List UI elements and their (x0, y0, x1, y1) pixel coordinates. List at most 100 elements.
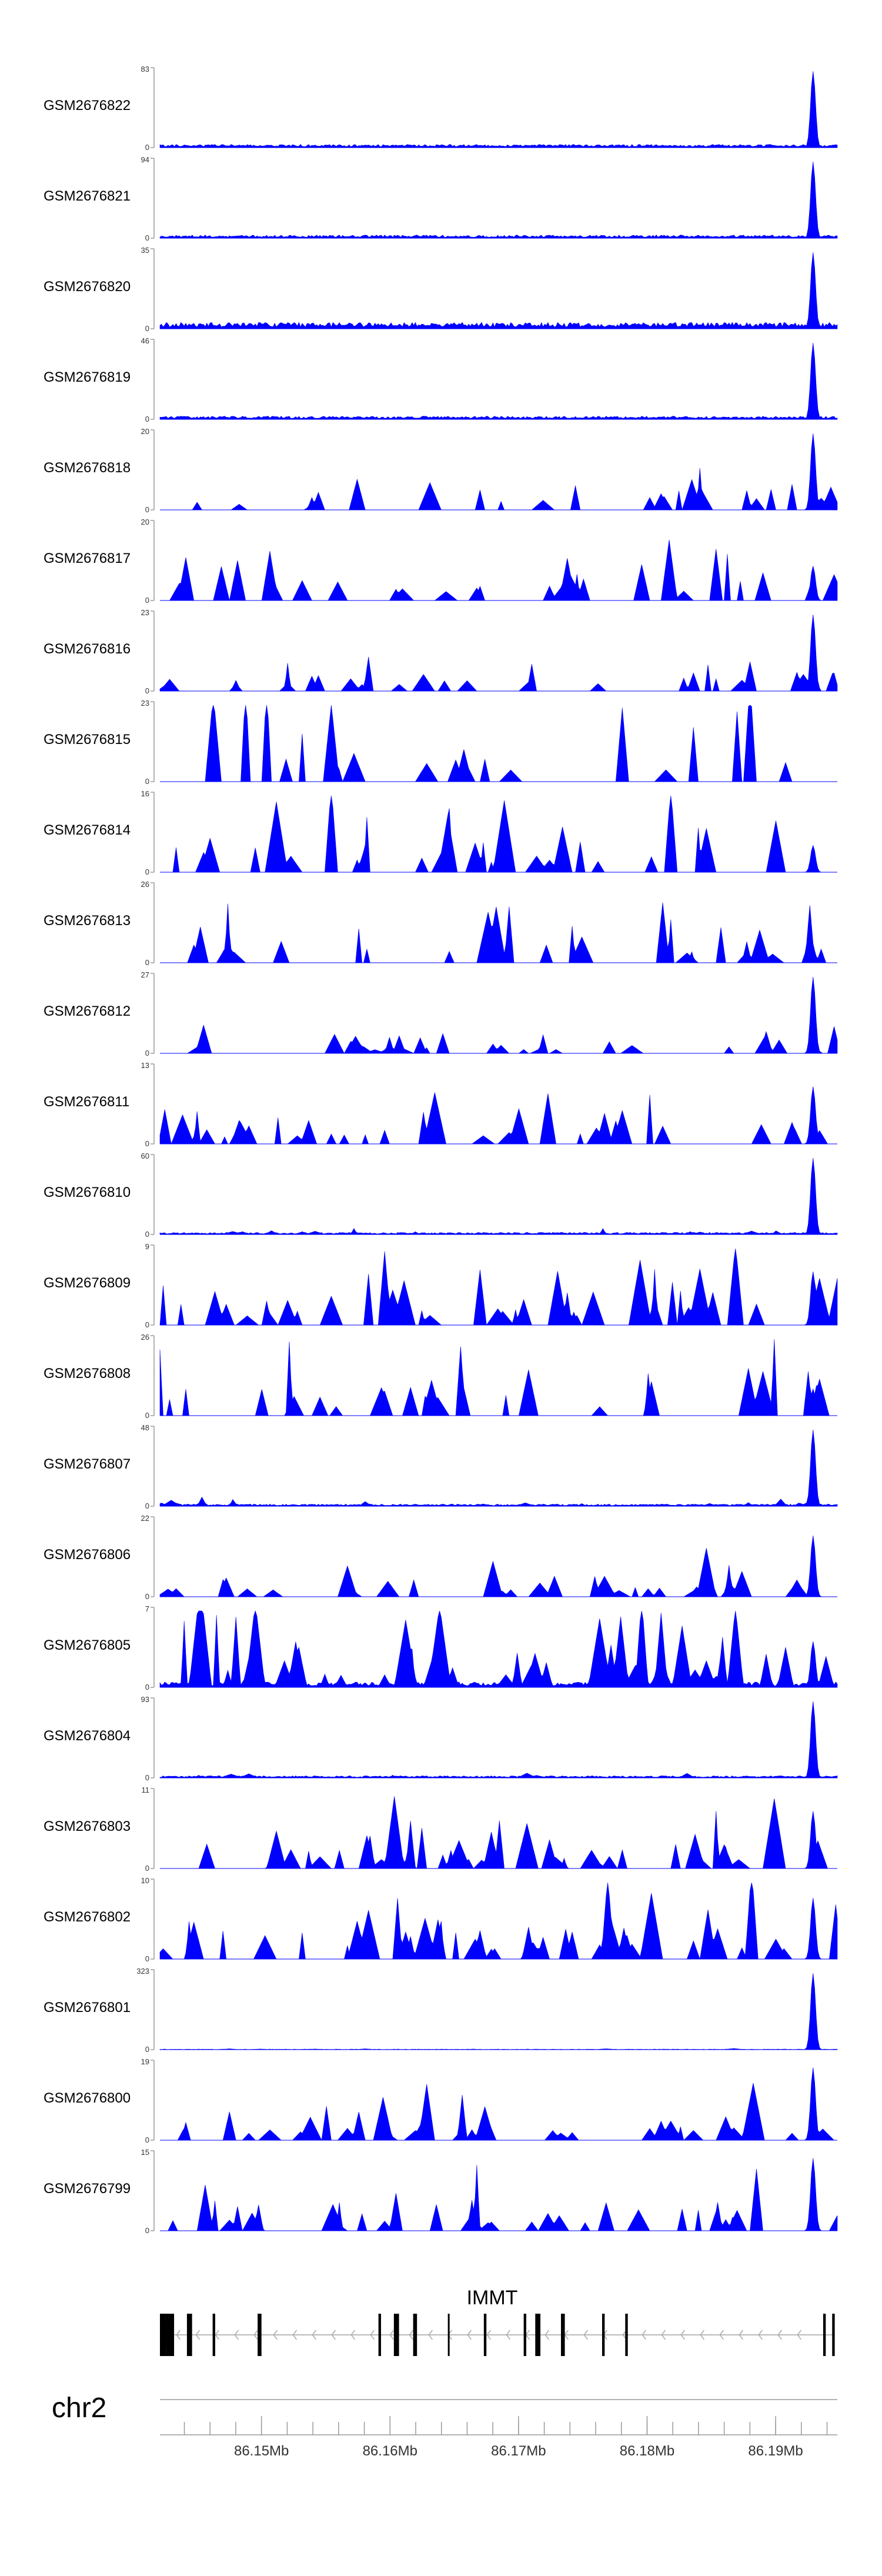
strand-arrow (428, 2330, 433, 2340)
track-GSM2676803: GSM2676803 11 0 (44, 1786, 837, 1873)
coverage-area (160, 433, 838, 510)
y-max-label: 10 (141, 1876, 149, 1885)
exon (166, 2314, 175, 2356)
coverage-area (159, 614, 838, 692)
exon (832, 2314, 835, 2356)
y-max-label: 46 (141, 336, 149, 345)
track-GSM2676809: GSM2676809 9 0 (44, 1242, 838, 1329)
utr (160, 2322, 166, 2348)
track-label: GSM2676800 (44, 2090, 131, 2106)
strand-arrow (176, 2330, 181, 2340)
strand-arrow (642, 2330, 647, 2340)
track-label: GSM2676806 (44, 1547, 131, 1563)
exon (258, 2314, 262, 2356)
track-label: GSM2676818 (44, 460, 131, 476)
exon (561, 2314, 565, 2356)
track-label: GSM2676814 (44, 822, 131, 838)
exon (483, 2314, 487, 2356)
coverage-area (159, 1248, 838, 1326)
track-label: GSM2676810 (44, 1184, 131, 1200)
coverage-area (159, 161, 838, 239)
strand-arrow (700, 2330, 705, 2340)
y-zero-label: 0 (145, 958, 149, 967)
track-GSM2676815: GSM2676815 23 0 (44, 699, 837, 786)
track-GSM2676819: GSM2676819 46 0 (44, 336, 838, 423)
y-zero-label: 0 (145, 1501, 149, 1510)
strand-arrow (195, 2330, 201, 2340)
coverage-area (160, 1796, 837, 1869)
y-max-label: 26 (141, 1333, 149, 1342)
track-label: GSM2676816 (44, 641, 131, 657)
track-label: GSM2676799 (44, 2181, 131, 2197)
track-label: GSM2676813 (44, 913, 131, 929)
y-max-label: 23 (141, 608, 149, 617)
y-zero-label: 0 (145, 233, 149, 242)
strand-arrow (758, 2330, 763, 2340)
track-GSM2676806: GSM2676806 22 0 (44, 1514, 837, 1601)
exon (602, 2314, 605, 2356)
y-max-label: 94 (141, 155, 149, 164)
y-max-label: 60 (141, 1152, 149, 1160)
track-label: GSM2676804 (44, 1728, 131, 1744)
track-GSM2676820: GSM2676820 35 0 (44, 246, 838, 333)
strand-arrow (234, 2330, 239, 2340)
x-tick-label: 86.19Mb (748, 2443, 803, 2459)
coverage-area (159, 1429, 838, 1507)
strand-arrow (370, 2330, 375, 2340)
y-max-label: 13 (141, 1061, 149, 1070)
y-zero-label: 0 (145, 867, 149, 876)
y-max-label: 9 (145, 1242, 149, 1251)
y-max-label: 323 (136, 1967, 149, 1976)
y-max-label: 11 (142, 1786, 150, 1794)
coverage-area (159, 1339, 837, 1416)
track-GSM2676821: GSM2676821 94 0 (44, 155, 838, 242)
track-label: GSM2676820 (44, 279, 131, 295)
strand-arrow (719, 2330, 724, 2340)
strand-arrow (486, 2330, 492, 2340)
y-max-label: 26 (141, 880, 149, 889)
coverage-area (159, 342, 838, 420)
strand-arrow (253, 2330, 259, 2340)
track-GSM2676822: GSM2676822 83 0 (44, 65, 838, 152)
strand-arrow (273, 2330, 278, 2340)
track-GSM2676805: GSM2676805 7 0 (44, 1604, 838, 1691)
exon (413, 2314, 417, 2356)
track-label: GSM2676811 (44, 1094, 129, 1110)
y-zero-label: 0 (145, 2135, 149, 2144)
track-label: GSM2676822 (44, 98, 131, 114)
y-zero-label: 0 (145, 1411, 149, 1420)
y-max-label: 83 (141, 65, 149, 74)
track-label: GSM2676803 (44, 1818, 131, 1834)
track-GSM2676817: GSM2676817 20 0 (44, 518, 838, 605)
track-label: GSM2676809 (44, 1275, 131, 1291)
track-label: GSM2676801 (44, 2000, 131, 2016)
strand-arrow (409, 2330, 414, 2340)
y-max-label: 20 (141, 518, 149, 526)
exon (823, 2314, 826, 2356)
coverage-area (160, 2067, 837, 2141)
coverage-area (160, 539, 838, 601)
y-zero-label: 0 (145, 1683, 149, 1691)
strand-arrow (506, 2330, 511, 2340)
strand-arrow (680, 2330, 686, 2340)
y-zero-label: 0 (145, 143, 149, 152)
track-label: GSM2676807 (44, 1456, 131, 1472)
strand-arrow (331, 2330, 336, 2340)
strand-arrow (583, 2330, 589, 2340)
strand-arrow (312, 2330, 317, 2340)
coverage-area (160, 902, 837, 963)
y-max-label: 20 (141, 427, 149, 436)
track-label: GSM2676819 (44, 369, 131, 385)
y-zero-label: 0 (145, 1049, 149, 1057)
exon (447, 2314, 450, 2356)
coverage-area (159, 1610, 838, 1688)
genome-axis: chr2 86.15Mb 86.16Mb 86.17Mb 86.18Mb 86.19Mb (52, 2393, 837, 2459)
strand-arrow (739, 2330, 744, 2340)
y-zero-label: 0 (145, 1139, 149, 1148)
strand-arrow (544, 2330, 550, 2340)
y-zero-label: 0 (145, 2226, 149, 2235)
track-GSM2676802: GSM2676802 10 0 (44, 1876, 838, 1963)
coverage-area (160, 976, 838, 1054)
gene-label: IMMT (467, 2287, 518, 2309)
